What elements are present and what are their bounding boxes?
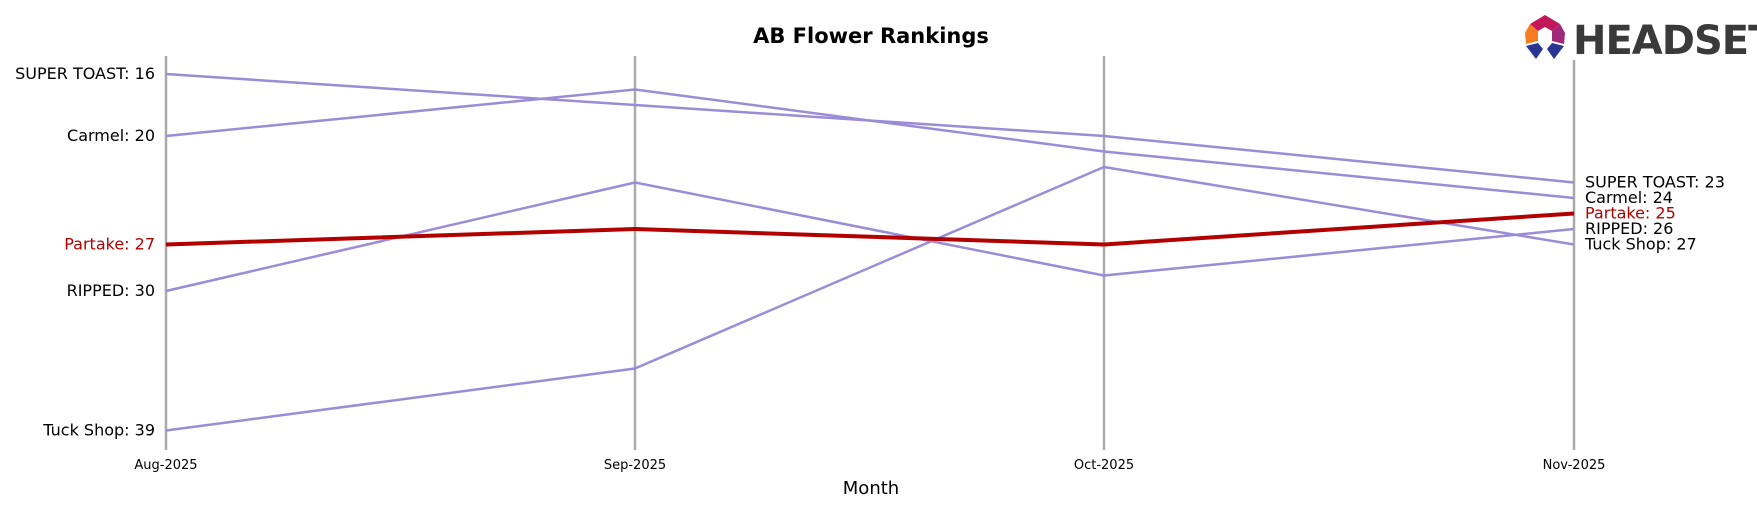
x-tick-label: Oct-2025 <box>1074 458 1134 473</box>
end-label: SUPER TOAST: 23 <box>1585 173 1725 192</box>
start-label: SUPER TOAST: 16 <box>15 64 155 83</box>
x-axis-label: Month <box>843 478 899 499</box>
chart-title: AB Flower Rankings <box>753 24 989 48</box>
start-label: RIPPED: 30 <box>67 281 155 300</box>
series-line-carmel <box>165 88 1575 200</box>
start-label: Tuck Shop: 39 <box>42 421 155 440</box>
end-label: Tuck Shop: 27 <box>1584 235 1697 254</box>
start-labels: SUPER TOAST: 16 Carmel: 20 Partake: 27 RIPP… <box>15 64 155 440</box>
x-tick-labels: Aug-2025 Sep-2025 Oct-2025 Nov-2025 <box>134 458 1605 473</box>
start-label: Carmel: 20 <box>67 126 155 145</box>
x-tick-label: Nov-2025 <box>1543 458 1606 473</box>
series-lines <box>165 72 1575 432</box>
logo-text: HEADSET <box>1573 18 1757 64</box>
headset-hexagon-logo-icon <box>1525 15 1565 59</box>
series-line-super-toast <box>165 72 1575 184</box>
start-label: Partake: 27 <box>64 235 155 254</box>
series-line-partake <box>165 211 1575 247</box>
month-gridlines <box>164 56 1576 450</box>
headset-logo: HEADSET <box>1525 15 1757 64</box>
x-tick-label: Aug-2025 <box>134 458 197 473</box>
end-label: RIPPED: 26 <box>1585 219 1673 238</box>
end-label: Partake: 25 <box>1585 204 1676 223</box>
x-tick-label: Sep-2025 <box>604 458 666 473</box>
end-label: Carmel: 24 <box>1585 188 1673 207</box>
series-line-tuck-shop <box>165 165 1575 432</box>
